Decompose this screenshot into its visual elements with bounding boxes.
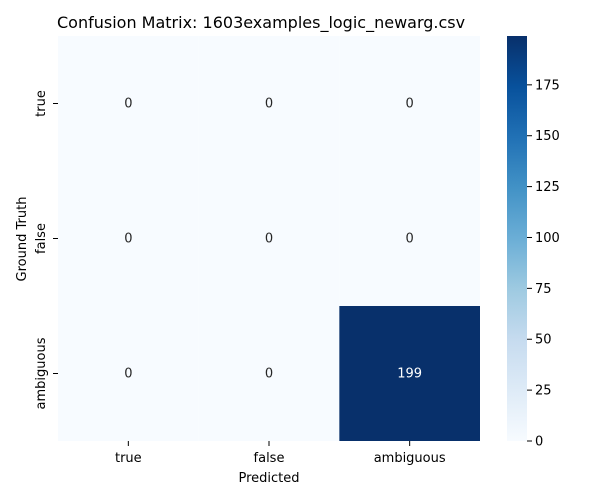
colorbar-tick-label: 25 bbox=[535, 384, 552, 399]
colorbar-tick-label: 100 bbox=[535, 231, 560, 246]
colorbar-ticks: 0 25 50 75 100 125 150 175 bbox=[527, 78, 560, 450]
cell-value-label: 0 bbox=[265, 97, 273, 112]
y-tick-label: true bbox=[34, 90, 49, 117]
chart-title: Confusion Matrix: 1603examples_logic_new… bbox=[57, 13, 465, 33]
cell-value-label: 0 bbox=[124, 232, 132, 247]
y-axis-label: Ground Truth bbox=[15, 197, 30, 282]
cell-value-label: 0 bbox=[406, 97, 414, 112]
cell-value-label: 199 bbox=[397, 367, 422, 382]
heatmap-cells bbox=[58, 36, 480, 441]
colorbar-tick-label: 175 bbox=[535, 78, 560, 93]
colorbar-tick-label: 125 bbox=[535, 180, 560, 195]
x-tick-label: false bbox=[254, 451, 285, 466]
heatmap-cell bbox=[339, 306, 480, 441]
heatmap-cell bbox=[339, 171, 480, 306]
heatmap-cell bbox=[58, 306, 199, 441]
heatmap-cell bbox=[58, 171, 199, 306]
cell-value-label: 0 bbox=[265, 232, 273, 247]
heatmap-cell bbox=[198, 306, 340, 441]
cell-value-label: 0 bbox=[265, 367, 273, 382]
heatmap-cell bbox=[58, 36, 199, 171]
y-tick-label: false bbox=[34, 223, 49, 254]
cell-value-label: 0 bbox=[406, 232, 414, 247]
cell-value-label: 0 bbox=[124, 97, 132, 112]
heatmap-cell-labels: 0 0 0 0 0 0 0 0 199 bbox=[124, 97, 422, 382]
colorbar-tick-label: 50 bbox=[535, 333, 552, 348]
colorbar-tick-label: 150 bbox=[535, 129, 560, 144]
x-axis: true false ambiguous bbox=[115, 441, 446, 466]
x-axis-label: Predicted bbox=[238, 471, 299, 486]
heatmap-cell bbox=[198, 171, 340, 306]
colorbar-tick-label: 0 bbox=[535, 435, 543, 450]
heatmap-cell bbox=[198, 36, 340, 171]
cell-value-label: 0 bbox=[124, 367, 132, 382]
x-tick-label: true bbox=[115, 451, 142, 466]
x-tick-label: ambiguous bbox=[374, 451, 446, 466]
heatmap-cell bbox=[339, 36, 480, 171]
y-axis: true false ambiguous bbox=[34, 90, 58, 409]
y-tick-label: ambiguous bbox=[34, 337, 49, 409]
colorbar bbox=[507, 36, 527, 441]
colorbar-tick-label: 75 bbox=[535, 282, 552, 297]
